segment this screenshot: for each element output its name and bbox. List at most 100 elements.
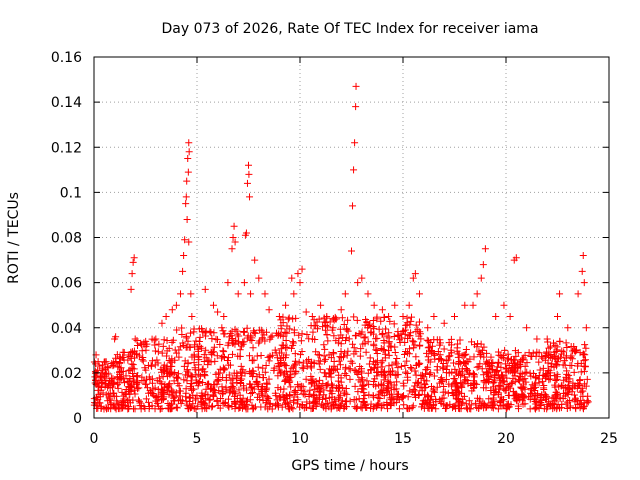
data-point	[155, 374, 163, 382]
data-point	[419, 401, 427, 409]
data-point	[131, 390, 139, 398]
data-point	[159, 373, 167, 381]
data-point	[386, 342, 394, 350]
data-point	[379, 357, 387, 365]
data-point	[407, 329, 415, 337]
data-point	[150, 336, 158, 344]
data-point	[280, 385, 288, 393]
data-point	[373, 346, 381, 354]
data-point	[523, 368, 531, 376]
data-point	[451, 386, 459, 394]
data-point	[200, 400, 208, 408]
data-point	[134, 385, 142, 393]
data-point	[273, 400, 281, 408]
data-point	[471, 371, 479, 379]
data-point	[416, 342, 424, 350]
data-point	[106, 396, 114, 404]
data-point	[323, 399, 331, 407]
data-point	[207, 329, 215, 337]
data-point	[424, 344, 432, 352]
data-point	[540, 381, 548, 389]
data-point	[246, 396, 254, 404]
x-tick-label: 10	[291, 431, 309, 447]
x-tick-label: 25	[600, 431, 618, 447]
data-point	[243, 324, 251, 332]
data-point	[516, 377, 524, 385]
data-point	[561, 392, 569, 400]
data-point	[320, 341, 328, 349]
chart-title: Day 073 of 2026, Rate Of TEC Index for r…	[161, 21, 538, 37]
data-point	[209, 402, 217, 410]
data-point	[487, 372, 495, 380]
data-point	[298, 364, 306, 372]
data-point	[190, 351, 198, 359]
data-point	[551, 391, 559, 399]
data-point	[97, 404, 105, 412]
data-point	[476, 395, 484, 403]
data-point	[403, 357, 411, 365]
data-point	[540, 405, 548, 413]
data-point	[336, 402, 344, 410]
data-point	[531, 386, 539, 394]
data-point	[454, 350, 462, 358]
data-point	[408, 337, 416, 345]
data-point	[321, 326, 329, 334]
data-point	[149, 389, 157, 397]
data-point	[430, 372, 438, 380]
data-point	[351, 332, 359, 340]
data-point	[440, 319, 448, 327]
data-point	[277, 368, 285, 376]
data-point	[249, 405, 257, 413]
data-point	[361, 339, 369, 347]
data-point	[104, 404, 112, 412]
data-point	[286, 391, 294, 399]
data-point	[214, 308, 222, 316]
data-point	[372, 359, 380, 367]
data-point	[222, 376, 230, 384]
data-point	[358, 374, 366, 382]
data-point	[529, 349, 537, 357]
data-point	[454, 360, 462, 368]
data-point	[563, 375, 571, 383]
data-point	[235, 332, 243, 340]
data-point	[108, 360, 116, 368]
data-point	[576, 376, 584, 384]
data-point	[494, 405, 502, 413]
data-point	[443, 366, 451, 374]
data-point	[563, 404, 571, 412]
data-point	[117, 364, 125, 372]
y-tick-label: 0	[73, 411, 82, 427]
data-point	[296, 382, 304, 390]
data-point	[258, 390, 266, 398]
data-point	[154, 386, 162, 394]
data-point	[336, 361, 344, 369]
data-point	[250, 385, 258, 393]
data-point	[463, 377, 471, 385]
data-point	[438, 394, 446, 402]
data-point	[547, 350, 555, 358]
data-point	[183, 215, 191, 223]
data-point	[480, 343, 488, 351]
data-point	[125, 403, 133, 411]
data-point	[403, 349, 411, 357]
data-point	[366, 354, 374, 362]
data-point	[226, 387, 234, 395]
data-point	[370, 381, 378, 389]
data-point	[146, 375, 154, 383]
data-point	[265, 375, 273, 383]
data-point	[369, 317, 377, 325]
data-point	[370, 324, 378, 332]
data-point	[460, 392, 468, 400]
data-point	[553, 343, 561, 351]
data-point	[131, 405, 139, 413]
data-point	[443, 362, 451, 370]
data-point	[282, 336, 290, 344]
data-point	[562, 339, 570, 347]
data-point	[315, 360, 323, 368]
data-point	[204, 361, 212, 369]
data-point	[386, 370, 394, 378]
data-point	[249, 327, 257, 335]
data-point	[379, 329, 387, 337]
data-point	[135, 397, 143, 405]
data-point	[401, 361, 409, 369]
